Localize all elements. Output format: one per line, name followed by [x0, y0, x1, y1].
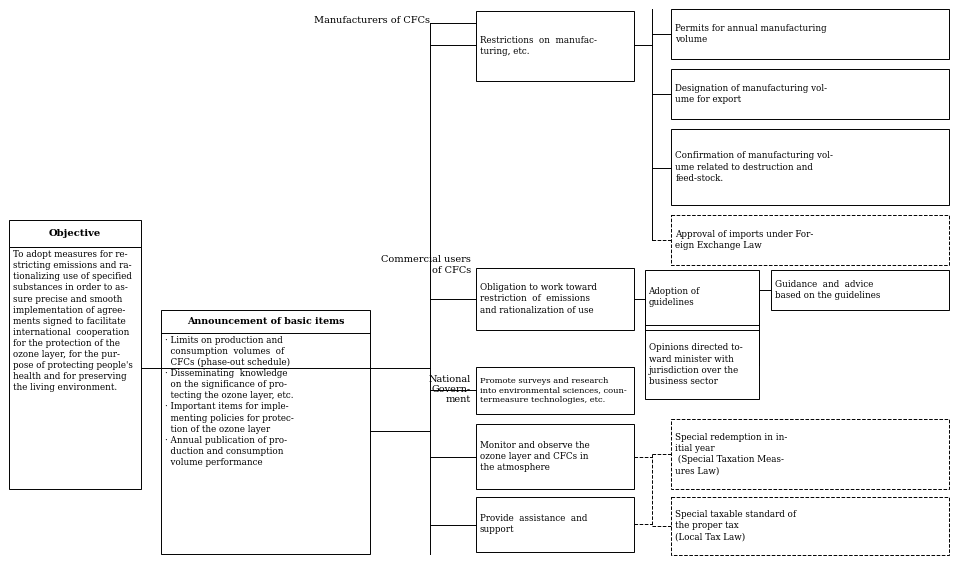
Text: Manufacturers of CFCs: Manufacturers of CFCs [314, 16, 430, 25]
Bar [672, 497, 948, 555]
Bar [771, 270, 948, 310]
Bar [672, 69, 948, 119]
Bar [476, 268, 633, 330]
Text: Adoption of
guidelines: Adoption of guidelines [649, 288, 700, 307]
Bar [476, 367, 633, 414]
Bar [672, 129, 948, 206]
Text: · Limits on production and
  consumption  volumes  of
  CFCs (phase-out schedule: · Limits on production and consumption v… [165, 336, 294, 467]
Bar [645, 270, 759, 325]
Text: Provide  assistance  and
support: Provide assistance and support [480, 514, 587, 534]
Text: Obligation to work toward
restriction  of  emissions
and rationalization of use: Obligation to work toward restriction of… [480, 283, 597, 315]
Text: Designation of manufacturing vol-
ume for export: Designation of manufacturing vol- ume fo… [675, 84, 828, 104]
Text: Approval of imports under For-
eign Exchange Law: Approval of imports under For- eign Exch… [675, 230, 813, 250]
Text: Objective: Objective [49, 229, 102, 238]
Text: Promote surveys and research
into environmental sciences, coun-
termeasure techn: Promote surveys and research into enviro… [480, 377, 627, 405]
Bar [161, 310, 371, 554]
Bar [476, 11, 633, 81]
Bar [476, 424, 633, 489]
Text: National
Govern-
ment: National Govern- ment [429, 375, 471, 405]
Text: Restrictions  on  manufac-
turing, etc.: Restrictions on manufac- turing, etc. [480, 36, 597, 57]
Text: Guidance  and  advice
based on the guidelines: Guidance and advice based on the guideli… [775, 280, 880, 300]
Text: Announcement of basic items: Announcement of basic items [187, 317, 344, 326]
Text: Commercial users
of CFCs: Commercial users of CFCs [381, 255, 471, 275]
Text: Permits for annual manufacturing
volume: Permits for annual manufacturing volume [675, 24, 827, 44]
Bar [672, 215, 948, 265]
Text: Special redemption in in-
itial year
 (Special Taxation Meas-
ures Law): Special redemption in in- itial year (Sp… [675, 433, 787, 475]
Text: Special taxable standard of
the proper tax
(Local Tax Law): Special taxable standard of the proper t… [675, 510, 796, 541]
Text: Confirmation of manufacturing vol-
ume related to destruction and
feed-stock.: Confirmation of manufacturing vol- ume r… [675, 151, 833, 182]
Bar [672, 419, 948, 489]
Bar [672, 10, 948, 59]
Bar [10, 247, 141, 489]
Text: To adopt measures for re-
stricting emissions and ra-
tionalizing use of specifi: To adopt measures for re- stricting emis… [13, 250, 133, 392]
Text: Monitor and observe the
ozone layer and CFCs in
the atmosphere: Monitor and observe the ozone layer and … [480, 441, 590, 472]
Bar [476, 497, 633, 551]
Text: Opinions directed to-
ward minister with
jurisdiction over the
business sector: Opinions directed to- ward minister with… [649, 344, 742, 386]
Bar [645, 330, 759, 399]
Bar [10, 220, 141, 247]
